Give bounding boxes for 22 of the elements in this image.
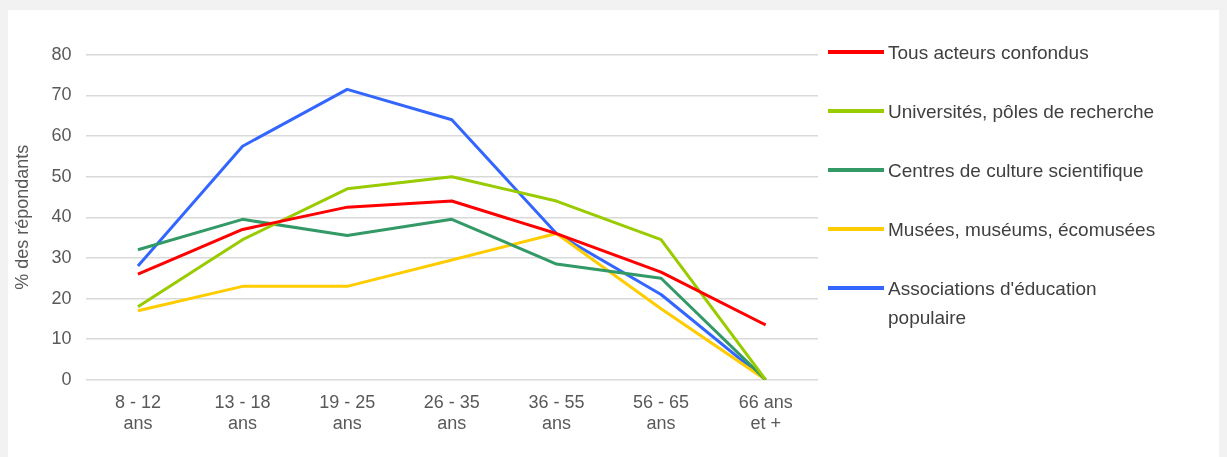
y-tick-label: 70 — [51, 84, 72, 105]
x-tick-label: 19 - 25 ans — [319, 391, 376, 434]
y-axis-title: % des répondants — [11, 144, 32, 290]
x-tick-label: 66 ans et + — [738, 391, 793, 434]
y-tick-label: 50 — [51, 165, 72, 186]
legend-label: Musées, muséums, écomusées — [888, 218, 1157, 242]
legend-label: Associations d'éducation populaire — [888, 277, 1098, 330]
y-tick-label: 10 — [51, 328, 72, 349]
x-tick-label: 13 - 18 ans — [214, 391, 271, 434]
y-tick-label: 60 — [51, 125, 72, 146]
legend-label: Universités, pôles de recherche — [888, 100, 1156, 124]
x-tick-label: 26 - 35 ans — [423, 391, 480, 434]
legend-label: Centres de culture scientifique — [888, 159, 1145, 183]
y-tick-label: 40 — [51, 206, 72, 227]
legend-label: Tous acteurs confondus — [888, 41, 1090, 65]
x-tick-label: 8 - 12 ans — [114, 391, 161, 434]
x-tick-label: 56 - 65 ans — [633, 391, 690, 434]
y-tick-label: 0 — [61, 368, 72, 389]
y-tick-label: 20 — [51, 287, 72, 308]
x-tick-label: 36 - 55 ans — [528, 391, 585, 434]
y-tick-label: 80 — [51, 43, 72, 64]
y-tick-label: 30 — [51, 246, 72, 267]
